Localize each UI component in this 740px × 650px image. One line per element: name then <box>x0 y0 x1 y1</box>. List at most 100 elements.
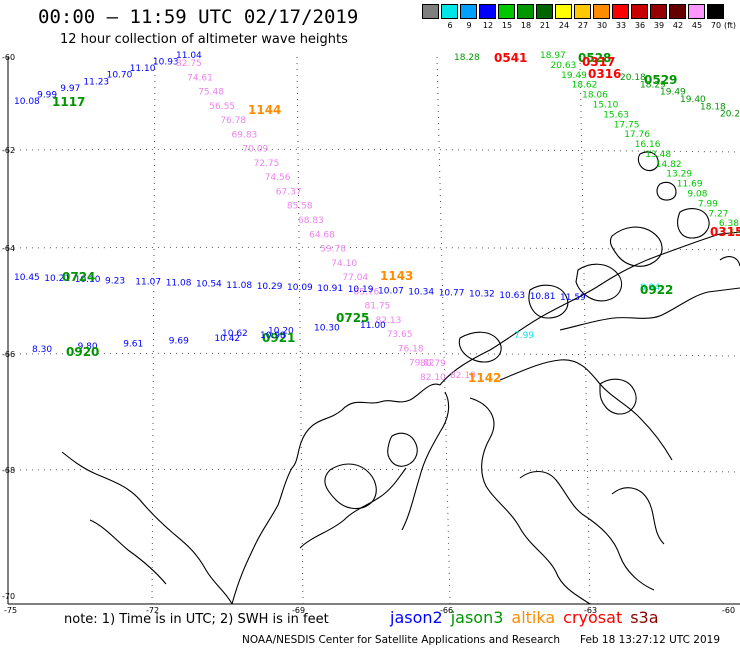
pass-time-label: 0725 <box>336 311 369 325</box>
pass-time-label: 0922 <box>640 283 673 297</box>
wave-height-value: 19.49 <box>561 71 587 81</box>
wave-height-value: 11.04 <box>176 51 202 61</box>
wave-height-value: 67.37 <box>276 188 302 198</box>
legend-swatch <box>612 4 629 19</box>
wave-height-value: 11.07 <box>135 277 161 287</box>
timestamp: Feb 18 13:27:12 UTC 2019 <box>580 634 720 646</box>
legend-swatch <box>688 4 705 19</box>
wave-height-value: 14.82 <box>656 160 682 170</box>
wave-height-value: 81.75 <box>365 302 391 312</box>
wave-height-value: 11.08 <box>166 279 192 289</box>
legend-swatch <box>479 4 496 19</box>
wave-height-value: 9.23 <box>105 276 125 286</box>
wave-height-value: 56.55 <box>209 102 235 112</box>
wave-height-value: 85.58 <box>287 202 313 212</box>
wave-height-value: 18.06 <box>582 91 608 101</box>
wave-height-value: 10.07 <box>378 286 404 296</box>
wave-height-value: 15.10 <box>593 101 619 111</box>
legend-swatch <box>441 4 458 19</box>
wave-height-value: 80.79 <box>420 359 446 369</box>
pass-time-label: 0724 <box>62 270 95 284</box>
wave-height-value: 11.23 <box>83 77 109 87</box>
wave-height-value: 17.76 <box>624 130 650 140</box>
pass-time-label: 0528 <box>578 51 611 65</box>
satellite-s3a: s3a <box>630 608 659 627</box>
legend-swatch <box>650 4 667 19</box>
wave-height-value: 8.30 <box>32 345 52 355</box>
wave-height-value: 74.56 <box>265 173 291 183</box>
wave-height-value: 82.75 <box>176 59 202 69</box>
wave-height-value: 18.97 <box>540 51 566 61</box>
map-frame <box>7 57 740 605</box>
wave-height-value: 10.09 <box>287 283 313 293</box>
legend-swatch <box>517 4 534 19</box>
coastline <box>61 151 740 605</box>
wave-height-value: 9.08 <box>687 190 707 200</box>
wave-height-value: 10.21 <box>44 274 70 284</box>
wave-height-value: 10.34 <box>408 287 434 297</box>
wave-height-value: 19.40 <box>680 95 706 105</box>
wave-height-value: 9.97 <box>60 84 80 94</box>
legend-label: 30 <box>596 21 608 30</box>
wave-height-value: 10.98 <box>260 331 286 341</box>
satellite-jason2: jason2 <box>390 608 443 627</box>
pass-time-label: 1142 <box>468 371 501 385</box>
legend-label: 27 <box>577 21 589 30</box>
credit-line: NOAA/NESDIS Center for Satellite Applica… <box>242 634 560 646</box>
wave-height-value: 10.81 <box>530 292 556 302</box>
satellite-altika: altika <box>511 608 556 627</box>
legend-swatch <box>574 4 591 19</box>
wave-height-value: 10.70 <box>107 71 133 81</box>
wave-height-value: 10.08 <box>14 97 40 107</box>
wave-height-value: 7.99 <box>514 331 534 341</box>
legend-swatch <box>498 4 515 19</box>
legend-unit: (ft) <box>723 21 737 30</box>
longitude-labels: -75 -72 -69 -66 -63 -60 <box>4 606 735 615</box>
pass-time-label: 0317 <box>582 55 615 69</box>
wave-height-value: 18.28 <box>454 53 480 63</box>
satellite-jason3: jason3 <box>450 608 504 627</box>
wave-height-value: 82.10 <box>420 373 446 383</box>
lat-label: -68 <box>2 466 15 475</box>
lon-label: -63 <box>584 606 597 615</box>
lat-label: -66 <box>2 350 15 359</box>
map-subtitle: 12 hour collection of altimeter wave hei… <box>60 32 348 47</box>
wave-height-value: 10.32 <box>469 290 495 300</box>
legend-label: 39 <box>653 21 665 30</box>
wave-height-value: 11.00 <box>360 321 386 331</box>
legend-label: 18 <box>520 21 532 30</box>
wave-height-value: 82.13 <box>376 316 402 326</box>
wave-height-value: 9.99 <box>37 90 57 100</box>
wave-height-value: 17.75 <box>614 120 640 130</box>
wave-height-value: 74.61 <box>187 73 213 83</box>
wave-height-value: 10.77 <box>439 289 465 299</box>
map-title: 00:00 – 11:59 UTC 02/17/2019 <box>38 6 359 28</box>
wave-height-value: 9.69 <box>169 337 189 347</box>
wave-height-value: 11.10 <box>130 64 156 74</box>
wave-height-value: 11.69 <box>677 180 703 190</box>
wave-height-value: 10.45 <box>14 273 40 283</box>
legend-label: 6 <box>447 21 453 30</box>
wave-height-value: 11.08 <box>226 281 252 291</box>
satellite-legend: jason2 jason3 altika cryosat s3a <box>390 608 667 627</box>
wave-height-value: 75.48 <box>198 88 224 98</box>
wave-height-value: 18.62 <box>572 81 598 91</box>
wave-height-value: 10.62 <box>222 329 248 339</box>
wave-height-value: 85.76 <box>354 287 380 297</box>
pass-time-label: 0315 <box>710 225 740 239</box>
wave-height-value: 15.63 <box>603 110 629 120</box>
wave-height-value: 16.16 <box>635 140 661 150</box>
legend-swatch <box>631 4 648 19</box>
pass-time-label: 0920 <box>66 345 99 359</box>
legend-label: 15 <box>501 21 513 30</box>
lon-label: -60 <box>722 606 735 615</box>
wave-height-value: 13.29 <box>666 170 692 180</box>
legend-label: 21 <box>539 21 551 30</box>
wave-height-value: 5.97 <box>730 229 740 239</box>
legend-swatch <box>555 4 572 19</box>
legend-label: 42 <box>672 21 684 30</box>
wave-height-value: 9.80 <box>78 342 98 352</box>
satellite-cryosat: cryosat <box>563 608 623 627</box>
wave-height-value: 10.29 <box>257 282 283 292</box>
